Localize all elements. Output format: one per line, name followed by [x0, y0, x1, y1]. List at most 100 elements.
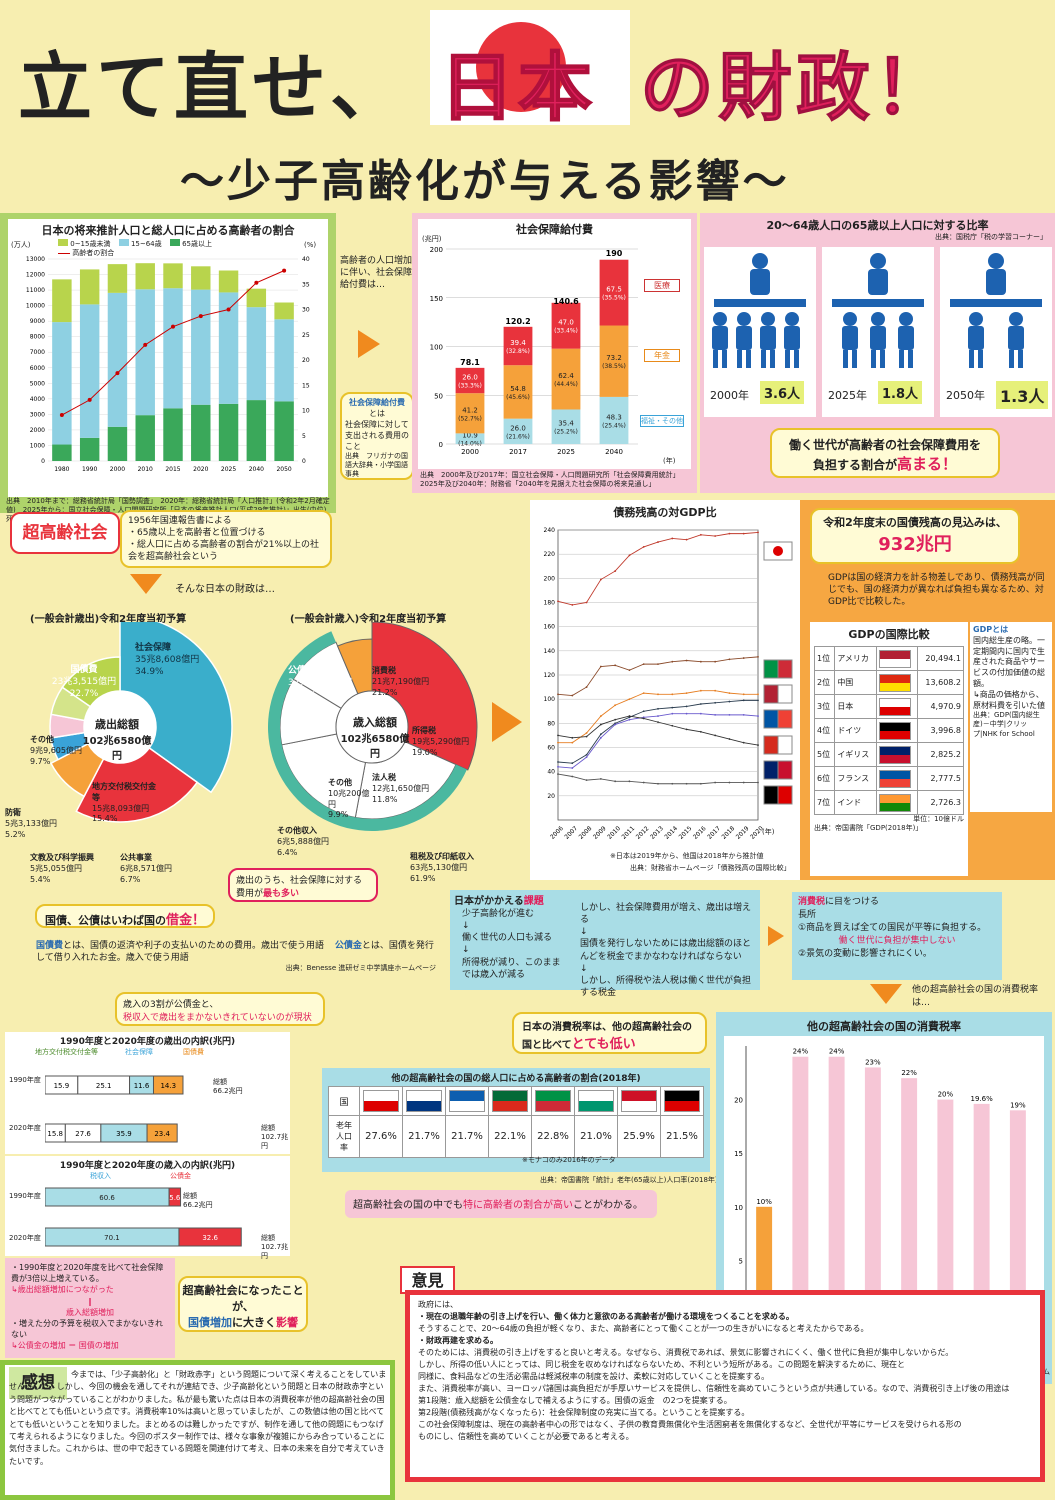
debt-chart-svg: 20 40 60 80 100 120 140 160 180 200 220 240 20062007…	[544, 527, 793, 841]
elderly-value: 25.9%	[617, 1115, 661, 1158]
rev-label-6: 租税及び印紙収入 63兆5,130億円 61.9%	[410, 852, 474, 883]
gdp-row: 3位 日本 4,970.9	[813, 694, 964, 719]
issues-a2: 働く世代の人口も減る	[462, 933, 553, 944]
debt-xtick: 2012	[635, 825, 651, 841]
opinion-p4: ・財政再建を求める。	[418, 1336, 498, 1345]
gdp-def-src: 出典：GDP(国内総生産)－中学|クリップ|NHK for School	[973, 711, 1040, 738]
ss-total-label: 120.2	[505, 317, 530, 326]
ss-bar-label-pct: (52.7%)	[458, 415, 482, 422]
exp-center: 歳出総額 102兆6580億円	[82, 716, 152, 762]
debt-note: 国債、公債はいわば国の借金！	[35, 904, 215, 928]
support-message: 働く世代が高齢者の社会保障費用を 負担する割合が高まる！	[770, 428, 1000, 478]
debt-point	[671, 537, 674, 540]
pop-xtick: 2050	[276, 466, 291, 473]
cmp-rev-title: 1990年度と2020年度の歳入の内訳(兆円)	[59, 1161, 236, 1171]
debt-line-5	[557, 715, 759, 746]
country-flag-icon	[763, 735, 779, 755]
debt-xtick: 2011	[620, 825, 636, 841]
debt-point	[599, 778, 602, 780]
issues-panel: 日本がかかえる課題 少子高齢化が進む ↓ 働く世代の人口も減る ↓ 所得税が減り、こ…	[450, 890, 760, 998]
support-year: 2000年	[710, 389, 749, 402]
gdp-value: 2,825.2	[917, 742, 964, 767]
debt-point	[728, 532, 731, 535]
pop-y2tick: 5	[302, 433, 306, 440]
rev-label-2: 所得税 19兆5,290億円 19.0%	[412, 726, 470, 757]
ss-bar-0	[551, 302, 581, 349]
rising-sun-icon	[476, 22, 566, 112]
debt-point	[657, 541, 659, 543]
pop-ytick: 0	[41, 458, 45, 465]
ss-def-head: 社会保障給付費	[349, 398, 405, 407]
cons-p1: ①商品を買えば全ての国民が平等に負担する。	[798, 923, 987, 934]
cmp-exp-leg-c: 国債費	[183, 1048, 204, 1056]
conclusion-l8: 国債の増加	[78, 1341, 119, 1351]
support-year: 2050年	[946, 389, 985, 402]
gdp-country: アメリカ	[834, 646, 877, 671]
debt-point	[742, 699, 745, 702]
gdp-value: 20,494.1	[917, 646, 964, 671]
vat-bar-label: 22%	[901, 1069, 917, 1077]
legend-young: 0~15歳未満	[70, 240, 111, 248]
elderly-row-head-a: 国	[328, 1086, 360, 1116]
gdp-flag-icon	[875, 742, 919, 767]
cmp-exp-row1: 1990年度	[9, 1076, 41, 1084]
pop-y2tick: 25	[302, 332, 310, 339]
pop-bar-elderly	[79, 437, 100, 461]
pop-bar-elderly	[135, 415, 155, 461]
pop-xtick: 2025	[221, 466, 236, 473]
support-panel: 20〜64歳人口の65歳以上人口に対する比率 出典：国税庁「税の学習コーナー」 …	[700, 213, 1055, 493]
cmp-exp-tot2: 総額 102.7兆円	[261, 1124, 289, 1151]
debt-ytick: 40	[547, 769, 555, 776]
gdp-row: 4位 ドイツ 3,996.8	[813, 718, 964, 743]
debt-point	[628, 780, 631, 783]
gdp-rank: 5位	[813, 742, 836, 767]
gdp-country: 日本	[834, 694, 877, 719]
ss-def-body: 社会保障に対して支出される費用のこと	[345, 420, 409, 451]
debt-point	[742, 657, 745, 659]
debt-point	[699, 689, 702, 692]
gdp-def-a: GDPとは	[973, 625, 1009, 634]
issues-title-b: 課題	[523, 896, 544, 907]
pop-ytick: 2000	[30, 427, 45, 434]
conclusion-bubble: 超高齢社会になったことが、 国債増加に大きく影響	[178, 1276, 308, 1332]
pop-bar-young	[135, 263, 155, 290]
elderly-msg-c: ことがわかる。	[573, 1200, 643, 1211]
debt-point	[571, 604, 574, 606]
cmp-exp-tot1: 総額 66.2兆円	[213, 1078, 243, 1096]
gdp-country: イギリス	[834, 742, 877, 767]
debt-msg-b: 932兆円	[878, 534, 952, 555]
debt-point	[742, 532, 745, 535]
debt-point	[657, 782, 659, 785]
opinion-p3: そうすることで、20〜64歳の負担が軽くなり、また、高齢者にとって働くことが一つ…	[418, 1324, 869, 1333]
conclusion-l4: 歳入総額増加	[66, 1307, 114, 1317]
exp-note: 歳出のうち、社会保障に対する費用が最も多い	[228, 868, 378, 902]
ss-chart-box: 社会保障給付費 (兆円) (年) 0 50 100 150 200 10.9 (14.0%)…	[418, 219, 691, 469]
third-note: 歳入の3割が公債金と、 税収入で歳出をまかないきれていないのが現状	[115, 992, 325, 1026]
ss-label-welfare: 福祉・その他	[640, 415, 684, 427]
def-term-2: 公債金	[334, 941, 362, 951]
population-unit-left: (万人)	[11, 241, 31, 249]
debt-point	[599, 736, 602, 739]
debt-point	[671, 782, 674, 785]
debt-point	[685, 659, 688, 662]
debt-point	[699, 730, 702, 733]
vat-bar-label: 10%	[756, 1198, 772, 1206]
debt-point	[642, 781, 645, 784]
legend-ratio: 高齢者の割合	[72, 249, 115, 258]
elderly-msg-b: 特に高齢者の割合が高い	[463, 1200, 573, 1211]
cmp-rev-seg-label: 5.6	[169, 1194, 181, 1202]
gdp-value: 2,726.3	[917, 790, 964, 815]
debt-ytick: 20	[547, 793, 555, 800]
debt-point	[742, 713, 745, 716]
arrow-down-icon-2	[870, 984, 902, 1004]
debt-point	[557, 741, 559, 744]
pop-bar-young	[274, 302, 294, 320]
cmp-exp-seg-label: 27.6	[75, 1130, 91, 1138]
ss-bar-label-pct: (21.6%)	[506, 433, 530, 440]
country-flag-icon	[617, 1086, 661, 1116]
pop-ytick: 11000	[26, 287, 45, 294]
conclusion-l2: ↳歳出総額増加につながった	[11, 1285, 114, 1295]
debt-point	[714, 660, 717, 663]
gdp-flag-icon	[875, 646, 919, 671]
debt-point	[614, 780, 617, 783]
